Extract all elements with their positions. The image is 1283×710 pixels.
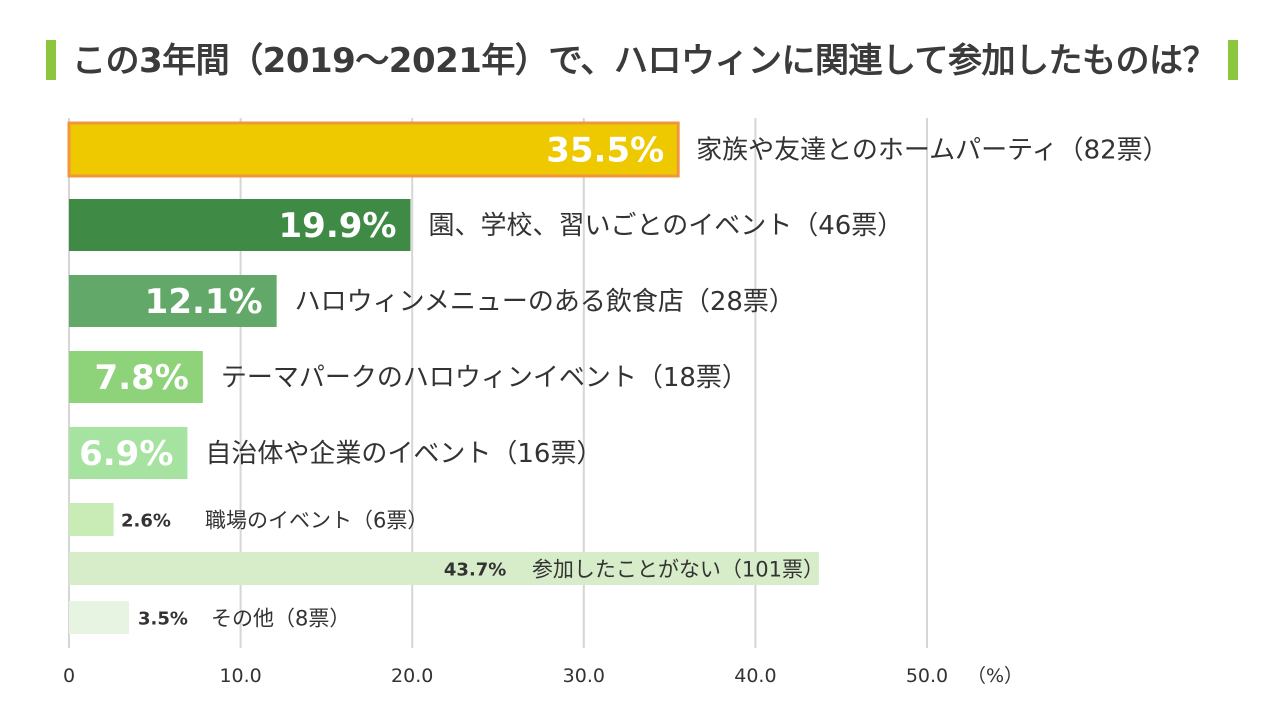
x-tick-label: 40.0 (734, 665, 776, 687)
title-accent-left (46, 40, 56, 80)
x-tick-label: 0 (63, 665, 75, 687)
bar (69, 601, 130, 634)
bar-value-label: 43.7% (444, 560, 506, 581)
bar (67, 121, 680, 178)
bar-value-label: 6.9% (79, 434, 173, 474)
bar (69, 275, 277, 327)
bar-category-label: ハロウィンメニューのある飲食店（28票） (295, 287, 795, 317)
bar-category-label: その他（8票） (211, 607, 350, 631)
bar-value-label: 35.5% (546, 131, 664, 171)
x-axis-unit-label: （%） (967, 665, 1023, 687)
bar (69, 199, 411, 251)
x-tick-label: 10.0 (219, 665, 261, 687)
bar-category-label: 自治体や企業のイベント（16票） (205, 439, 602, 469)
bar-value-label: 3.5% (138, 609, 188, 630)
x-tick-label: 30.0 (563, 665, 605, 687)
bar-value-label: 2.6% (121, 511, 171, 532)
bar-category-label: 家族や友達とのホームパーティ（82票） (696, 136, 1168, 166)
x-tick-label: 50.0 (906, 665, 948, 687)
bar-value-label: 12.1% (145, 282, 263, 322)
bar-category-label: 参加したことがない（101票） (532, 558, 824, 582)
bar-category-label: テーマパークのハロウィンイベント（18票） (221, 363, 748, 393)
bar (69, 427, 188, 479)
x-tick-label: 20.0 (391, 665, 433, 687)
bar (69, 552, 819, 585)
title-accent-right (1228, 40, 1238, 80)
bar-category-label: 園、学校、習いごとのイベント（46票） (428, 211, 903, 241)
chart-title: この3年間（2019～2021年）で、ハロウィンに関連して参加したものは？ (72, 41, 1217, 81)
bar (69, 503, 114, 536)
bar-category-label: 職場のイベント（6票） (205, 509, 428, 533)
bar-value-label: 7.8% (95, 358, 189, 398)
bar-value-label: 19.9% (279, 206, 397, 246)
bar (69, 351, 203, 403)
